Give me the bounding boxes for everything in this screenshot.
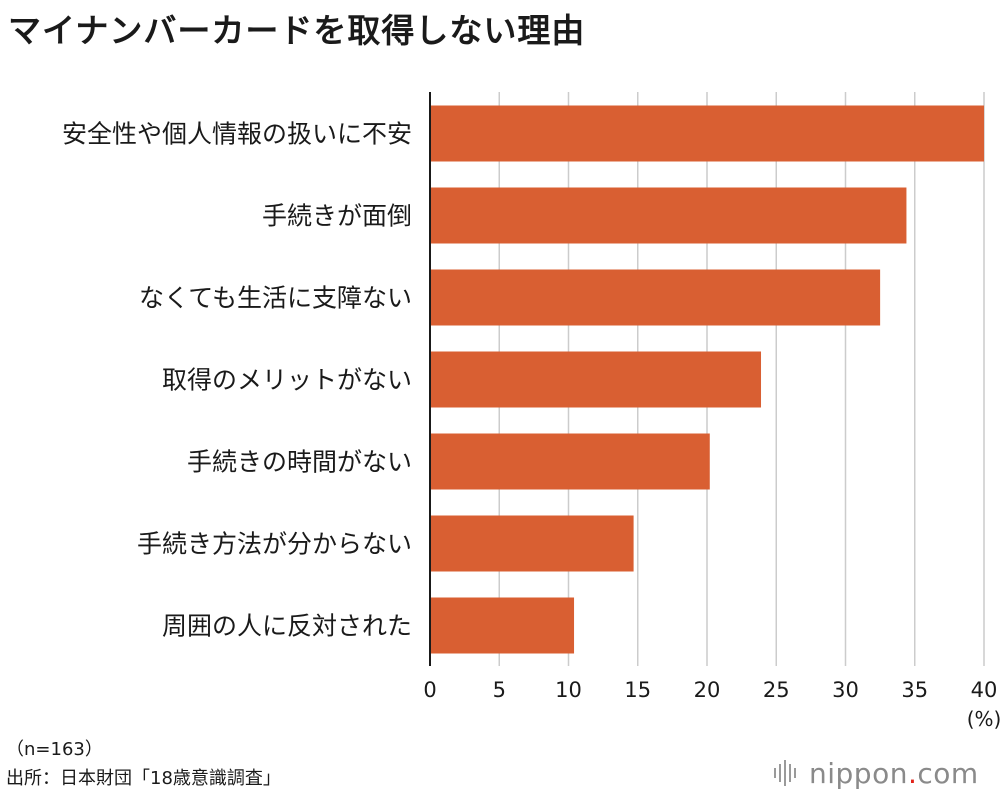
bar <box>430 187 907 244</box>
source-note: 出所：日本財団「18歳意識調査」 <box>6 768 281 789</box>
bar <box>430 597 575 654</box>
category-label: 周囲の人に反対された <box>162 612 412 641</box>
nippon-logo: nippon.com <box>774 752 979 794</box>
category-label: 手続き方法が分からない <box>137 530 412 559</box>
bar <box>430 433 710 490</box>
x-tick-label: 35 <box>901 678 928 702</box>
bar-chart: 安全性や個人情報の扱いに不安手続きが面倒なくても生活に支障ない取得のメリットがな… <box>62 92 1000 731</box>
bar <box>430 351 762 408</box>
bar <box>430 269 881 326</box>
bar <box>430 105 984 162</box>
x-tick-label: 40 <box>971 678 998 702</box>
x-tick-label: 0 <box>423 678 436 702</box>
bars <box>430 105 984 654</box>
sample-size-note: （n=163） <box>6 739 103 760</box>
logo-text: nippon.com <box>809 756 979 790</box>
x-tick-label: 20 <box>694 678 721 702</box>
x-tick-label: 5 <box>493 678 506 702</box>
x-tick-label: 15 <box>624 678 651 702</box>
category-label: 安全性や個人情報の扱いに不安 <box>62 120 412 149</box>
category-label: 取得のメリットがない <box>162 366 412 395</box>
logo-mark-icon <box>774 760 799 786</box>
x-tick-label: 25 <box>763 678 790 702</box>
category-label: 手続きの時間がない <box>187 448 412 477</box>
category-label: 手続きが面倒 <box>262 202 412 231</box>
chart-title: マイナンバーカードを取得しない理由 <box>8 11 586 50</box>
x-tick-label: 30 <box>832 678 859 702</box>
x-axis-unit-label: (%) <box>967 707 1000 731</box>
category-label: なくても生活に支障ない <box>139 284 412 313</box>
category-labels: 安全性や個人情報の扱いに不安手続きが面倒なくても生活に支障ない取得のメリットがな… <box>62 120 412 641</box>
tick-labels: 0 5 10 15 20 25 30 35 40 <box>423 678 997 702</box>
x-tick-label: 10 <box>555 678 582 702</box>
bar <box>430 515 634 572</box>
